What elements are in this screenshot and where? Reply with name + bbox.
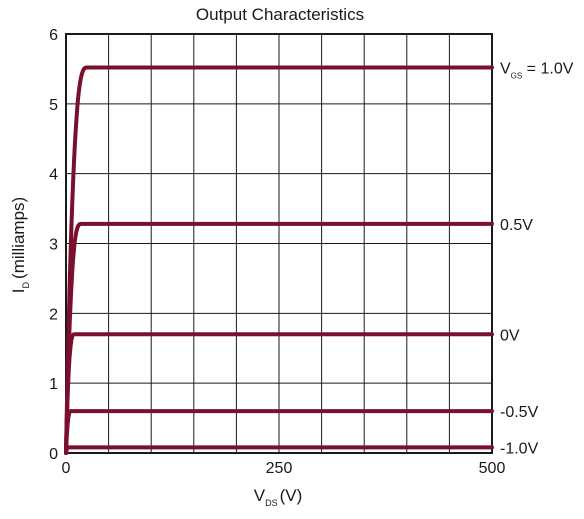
series-label-1.0V: VGS = 1.0V: [500, 61, 574, 81]
y-axis-label-suffix: (milliamps): [9, 197, 28, 279]
y-tick-label: 6: [49, 27, 58, 44]
series-label--0.5V: -0.5V: [500, 404, 539, 421]
x-axis-label-sub: DS: [265, 498, 278, 508]
y-tick-label: 4: [49, 167, 58, 184]
series-label--1.0V: -1.0V: [500, 440, 539, 457]
x-axis-label-main: V: [254, 486, 266, 505]
y-tick-label: 2: [49, 306, 58, 323]
series-label-0V: 0V: [500, 327, 520, 344]
series-label-0.5V: 0.5V: [500, 217, 533, 234]
series-label-main: V: [500, 61, 511, 78]
series-label-main: -1.0V: [500, 440, 539, 457]
series-label-main: 0.5V: [500, 217, 533, 234]
y-tick-label: 0: [49, 446, 58, 463]
y-axis-label-sub: D: [21, 281, 31, 288]
x-tick-label: 500: [479, 460, 506, 477]
series-label-main: -0.5V: [500, 404, 539, 421]
x-axis-label-suffix: (V): [280, 486, 303, 505]
chart-title: Output Characteristics: [196, 5, 364, 24]
series-label-main: 0V: [500, 327, 520, 344]
y-tick-label: 3: [49, 237, 58, 254]
y-tick-label: 1: [49, 376, 58, 393]
x-tick-label: 250: [266, 460, 293, 477]
series-label-sub: GS: [511, 72, 523, 81]
x-axis-label: VDS (V): [254, 486, 303, 508]
y-axis-label: ID(milliamps): [9, 197, 31, 293]
y-tick-label: 5: [49, 97, 58, 114]
series-labels: VGS = 1.0V 0.5V 0V -0.5V -1.0V: [500, 61, 574, 458]
grid: [66, 34, 492, 453]
x-tick-label: 0: [62, 460, 71, 477]
series-label-suffix: = 1.0V: [522, 61, 573, 78]
